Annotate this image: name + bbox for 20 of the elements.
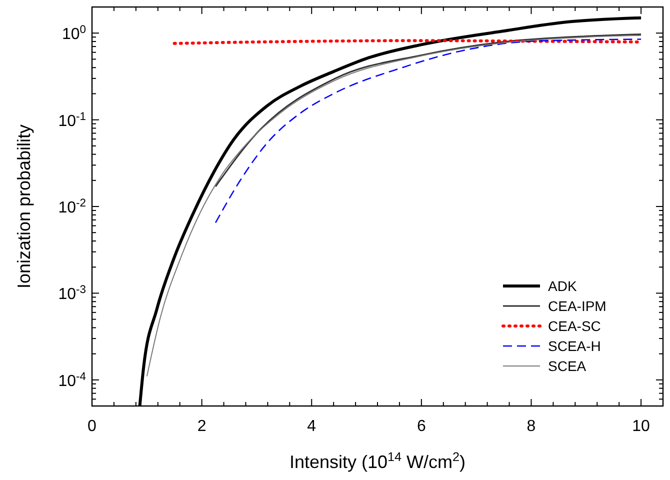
- x-tick-label: 0: [88, 418, 97, 435]
- x-tick-label: 2: [197, 418, 206, 435]
- y-axis-title: Ionization probability: [14, 124, 34, 289]
- legend-label: SCEA: [548, 358, 587, 374]
- y-tick-label: 10$^{-2}$: [58, 198, 86, 216]
- y-tick-label: 10$^{-3}$: [58, 284, 86, 304]
- x-tick-label: 6: [416, 418, 426, 435]
- x-tick-label: 4: [307, 418, 316, 435]
- y-tick-label: 10$^{-1}$: [58, 110, 86, 130]
- legend-label: ADK: [548, 278, 578, 294]
- line-series: [214, 33, 642, 188]
- x-tick-label: 10: [632, 418, 650, 435]
- legend-label: CEA-SC: [548, 318, 601, 334]
- legend-label: SCEA-H: [548, 338, 601, 354]
- line-series: [214, 38, 642, 224]
- x-tick-label: 8: [526, 418, 536, 435]
- y-tick-label: 10$^{0}$: [62, 24, 86, 44]
- y-tick-label: 10$^{-4}$: [58, 370, 86, 390]
- x-axis-title: Intensity (10$^{14}$ W/cm$^{2}$): [289, 450, 466, 472]
- legend-label: CEA-IPM: [548, 298, 606, 314]
